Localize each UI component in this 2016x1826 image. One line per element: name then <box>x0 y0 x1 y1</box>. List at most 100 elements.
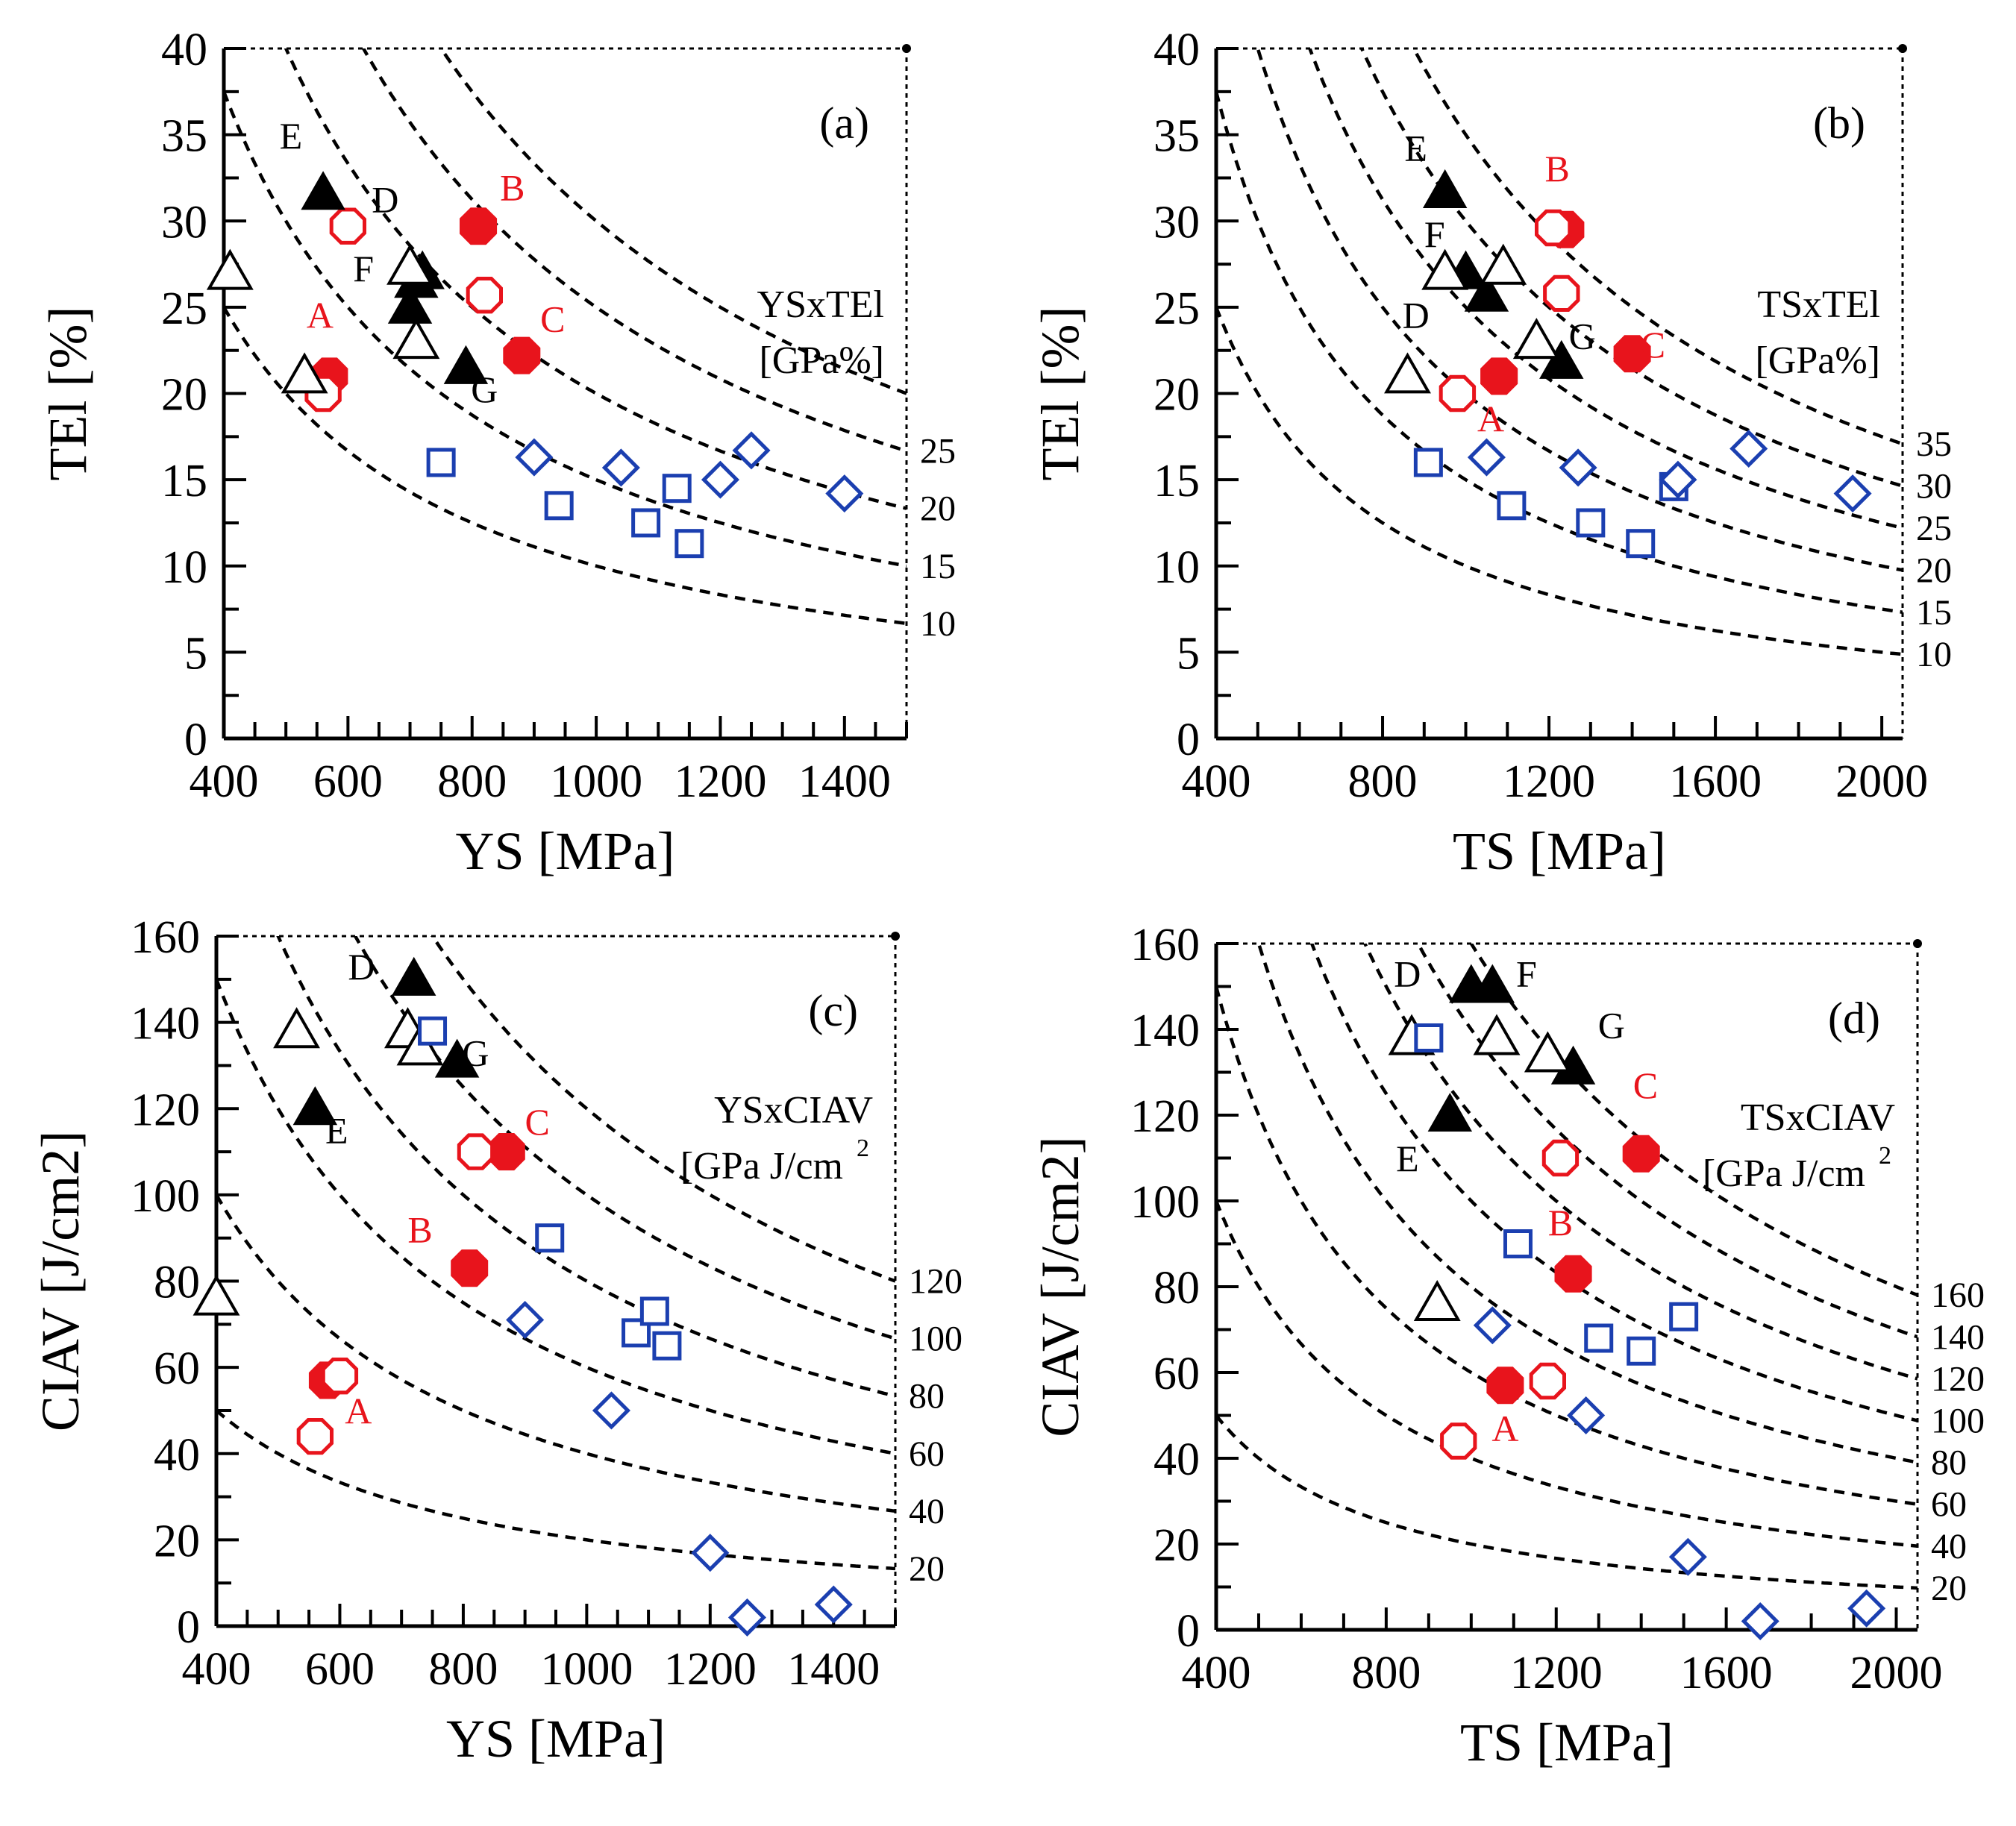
point-label: A <box>1491 1408 1518 1449</box>
product-label-line2: [GPa J/cm <box>1703 1152 1865 1195</box>
open-blue-diamond-marker <box>515 438 554 477</box>
open-blue-square-marker <box>662 474 692 503</box>
open-red-circle-marker <box>1543 274 1580 312</box>
filled-black-triangle-marker <box>1422 169 1468 208</box>
product-label-line1: YSxCIAV <box>714 1089 873 1132</box>
product-label-line2: [GPa J/cm <box>680 1145 843 1187</box>
x-tick-label: 1200 <box>1503 756 1595 807</box>
filled-black-triangle-marker <box>301 171 345 210</box>
product-label-line1: TSxCIAV <box>1741 1096 1895 1139</box>
x-tick-label: 1200 <box>664 1644 757 1695</box>
x-tick-label: 1600 <box>1680 1648 1773 1698</box>
point-label: C <box>525 1101 550 1143</box>
x-tick-label: 2000 <box>1835 756 1928 807</box>
filled-black-triangle-marker <box>434 1038 480 1078</box>
contour-label: 25 <box>1916 509 1952 548</box>
point-label: E <box>1396 1138 1419 1179</box>
point-label: B <box>1548 1202 1573 1243</box>
filled-black-triangle-marker <box>1464 272 1509 312</box>
y-tick-label: 40 <box>1153 1434 1200 1485</box>
open-blue-diamond-marker <box>506 1300 545 1340</box>
y-tick-label: 15 <box>1153 456 1200 506</box>
panel-c: (c) YS [MPa] CIAV [J/cm2] YSxCIAV [GPa J… <box>31 912 962 1769</box>
y-tick-label: 20 <box>1153 1520 1200 1571</box>
contour-line <box>1216 985 1918 1506</box>
panel-label: (b) <box>1813 98 1865 148</box>
open-blue-diamond-marker <box>1741 1601 1779 1641</box>
x-axis-title: YS [MPa] <box>455 821 674 881</box>
open-black-triangle-marker <box>1512 318 1560 360</box>
contour-line <box>1256 944 1918 1464</box>
open-red-circle-marker <box>457 1133 495 1170</box>
filled-black-triangle-marker <box>1427 1092 1473 1132</box>
contour-line <box>430 936 895 1283</box>
open-blue-diamond-marker <box>601 448 640 487</box>
open-blue-diamond-marker <box>732 431 771 470</box>
open-blue-square-marker <box>426 448 456 477</box>
y-tick-label: 140 <box>1130 1005 1200 1056</box>
contour-line <box>1256 48 1903 572</box>
x-tick-label: 600 <box>305 1644 375 1695</box>
product-label-superscript: 2 <box>1879 1142 1891 1170</box>
open-black-triangle-marker <box>1384 352 1431 394</box>
y-tick-label: 160 <box>1130 920 1200 970</box>
open-red-circle-marker <box>1541 1139 1580 1177</box>
contour-label: 120 <box>909 1262 962 1302</box>
open-blue-square-marker <box>1503 1229 1533 1258</box>
point-label: E <box>280 115 303 157</box>
y-tick-label: 15 <box>161 456 207 506</box>
filled-red-circle-marker <box>460 207 498 245</box>
contour-label: 40 <box>1931 1527 1967 1566</box>
y-axis-title: TEl [%] <box>1030 307 1090 481</box>
contour-line <box>1362 944 1918 1381</box>
x-tick-label: 2000 <box>1850 1648 1943 1698</box>
y-tick-label: 10 <box>161 542 207 593</box>
x-tick-label: 800 <box>428 1644 498 1695</box>
open-blue-diamond-marker <box>1659 460 1697 499</box>
point-label: C <box>1641 324 1665 365</box>
contour-line <box>361 48 907 453</box>
contour-line <box>439 48 907 395</box>
point-label: C <box>540 298 565 339</box>
open-blue-diamond-marker <box>1473 1306 1512 1345</box>
contour-line <box>276 936 895 1398</box>
point-label: F <box>1516 953 1537 995</box>
y-tick-label: 10 <box>1153 542 1200 593</box>
contour-label: 15 <box>1916 593 1952 633</box>
point-label: G <box>462 1032 489 1073</box>
y-tick-label: 0 <box>184 715 207 765</box>
point-label: B <box>1545 148 1570 189</box>
contour-label: 25 <box>920 432 956 471</box>
product-label-line2: [GPa%] <box>1755 339 1880 382</box>
y-tick-label: 60 <box>1153 1349 1200 1399</box>
open-blue-square-marker <box>1626 529 1656 559</box>
panel-d: (d) TS [MPa] CIAV [J/cm2] TSxCIAV [GPa J… <box>1030 920 1985 1772</box>
y-tick-label: 25 <box>1153 283 1200 334</box>
point-label: G <box>1598 1005 1625 1047</box>
y-tick-label: 100 <box>1130 1177 1200 1228</box>
open-red-circle-marker <box>1440 1422 1477 1460</box>
open-black-triangle-marker <box>1413 1279 1461 1321</box>
open-blue-square-marker <box>1413 448 1443 477</box>
y-axis-title: CIAV [J/cm2] <box>31 1131 90 1431</box>
filled-black-triangle-marker <box>443 345 489 384</box>
x-tick-label: 800 <box>1348 756 1418 807</box>
x-tick-label: 1000 <box>540 1644 633 1695</box>
x-tick-label: 400 <box>190 756 259 807</box>
filled-red-circle-marker <box>451 1249 489 1287</box>
y-tick-label: 30 <box>1153 197 1200 248</box>
filled-red-circle-marker <box>1554 1255 1592 1293</box>
contour-label: 60 <box>1931 1485 1967 1525</box>
y-tick-label: 20 <box>154 1516 200 1566</box>
point-label: G <box>471 368 498 410</box>
filled-red-circle-marker <box>503 336 541 374</box>
point-label: D <box>1403 295 1430 336</box>
open-blue-diamond-marker <box>1467 438 1506 477</box>
x-axis-title: TS [MPa] <box>1453 821 1666 881</box>
contour-line <box>216 1409 895 1571</box>
open-black-triangle-marker <box>1524 1031 1571 1073</box>
contour-group <box>1216 48 1903 656</box>
contour-line <box>1308 48 1903 530</box>
y-tick-label: 60 <box>154 1343 200 1394</box>
filled-red-circle-marker <box>1486 1367 1524 1405</box>
